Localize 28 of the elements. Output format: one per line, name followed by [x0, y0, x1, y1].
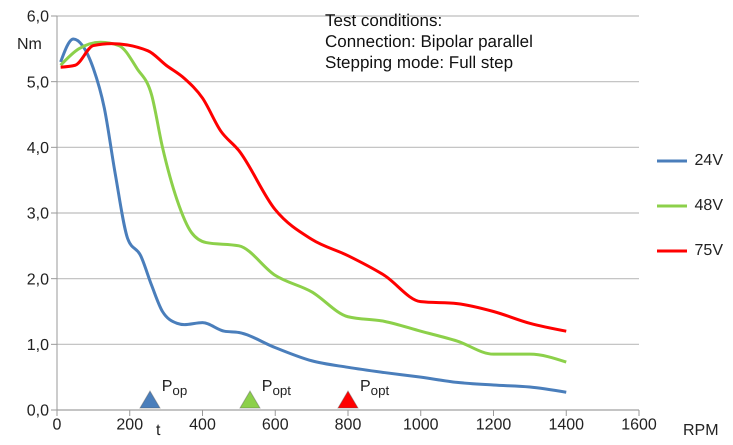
- x-tick-label: 1200: [476, 416, 512, 434]
- y-tick-label: 5,0: [26, 74, 50, 92]
- y-tick-label: 4,0: [26, 140, 50, 158]
- legend-label: 48V: [694, 196, 723, 214]
- x-axis-title: RPM: [683, 422, 719, 440]
- y-tick-label: 3,0: [26, 206, 50, 223]
- legend-label: 75V: [694, 242, 723, 260]
- y-tick-label: 6,0: [26, 8, 50, 26]
- y-tick-label: 0,0: [26, 402, 50, 420]
- x-tick-label: 0: [52, 416, 62, 434]
- annotation: P$_{opt}$: [360, 378, 390, 398]
- annotation: P$_{op}$: [162, 378, 188, 398]
- annotation: Test conditions:: [325, 10, 444, 31]
- x-tick-label: 600: [262, 416, 289, 434]
- x-tick-label: 200: [116, 416, 144, 434]
- y-tick-label: 1,0: [26, 337, 50, 354]
- y-axis-title: Nm: [17, 36, 42, 54]
- x-tick-label: 1400: [548, 416, 584, 434]
- legend-label: 24V: [694, 152, 723, 170]
- annotation: P$_{opt}$: [262, 378, 291, 398]
- x-tick-label: 1600: [621, 416, 657, 434]
- y-tick-label: 2,0: [26, 271, 50, 288]
- x-tick-label: 800: [334, 416, 362, 434]
- x-tick-label: 1000: [402, 416, 439, 434]
- annotation: Connection: Bipolar parallel: [325, 31, 533, 52]
- text: t: [156, 422, 160, 440]
- x-tick-label: 400: [189, 416, 216, 434]
- annotation: Stepping mode: Full step: [325, 52, 514, 73]
